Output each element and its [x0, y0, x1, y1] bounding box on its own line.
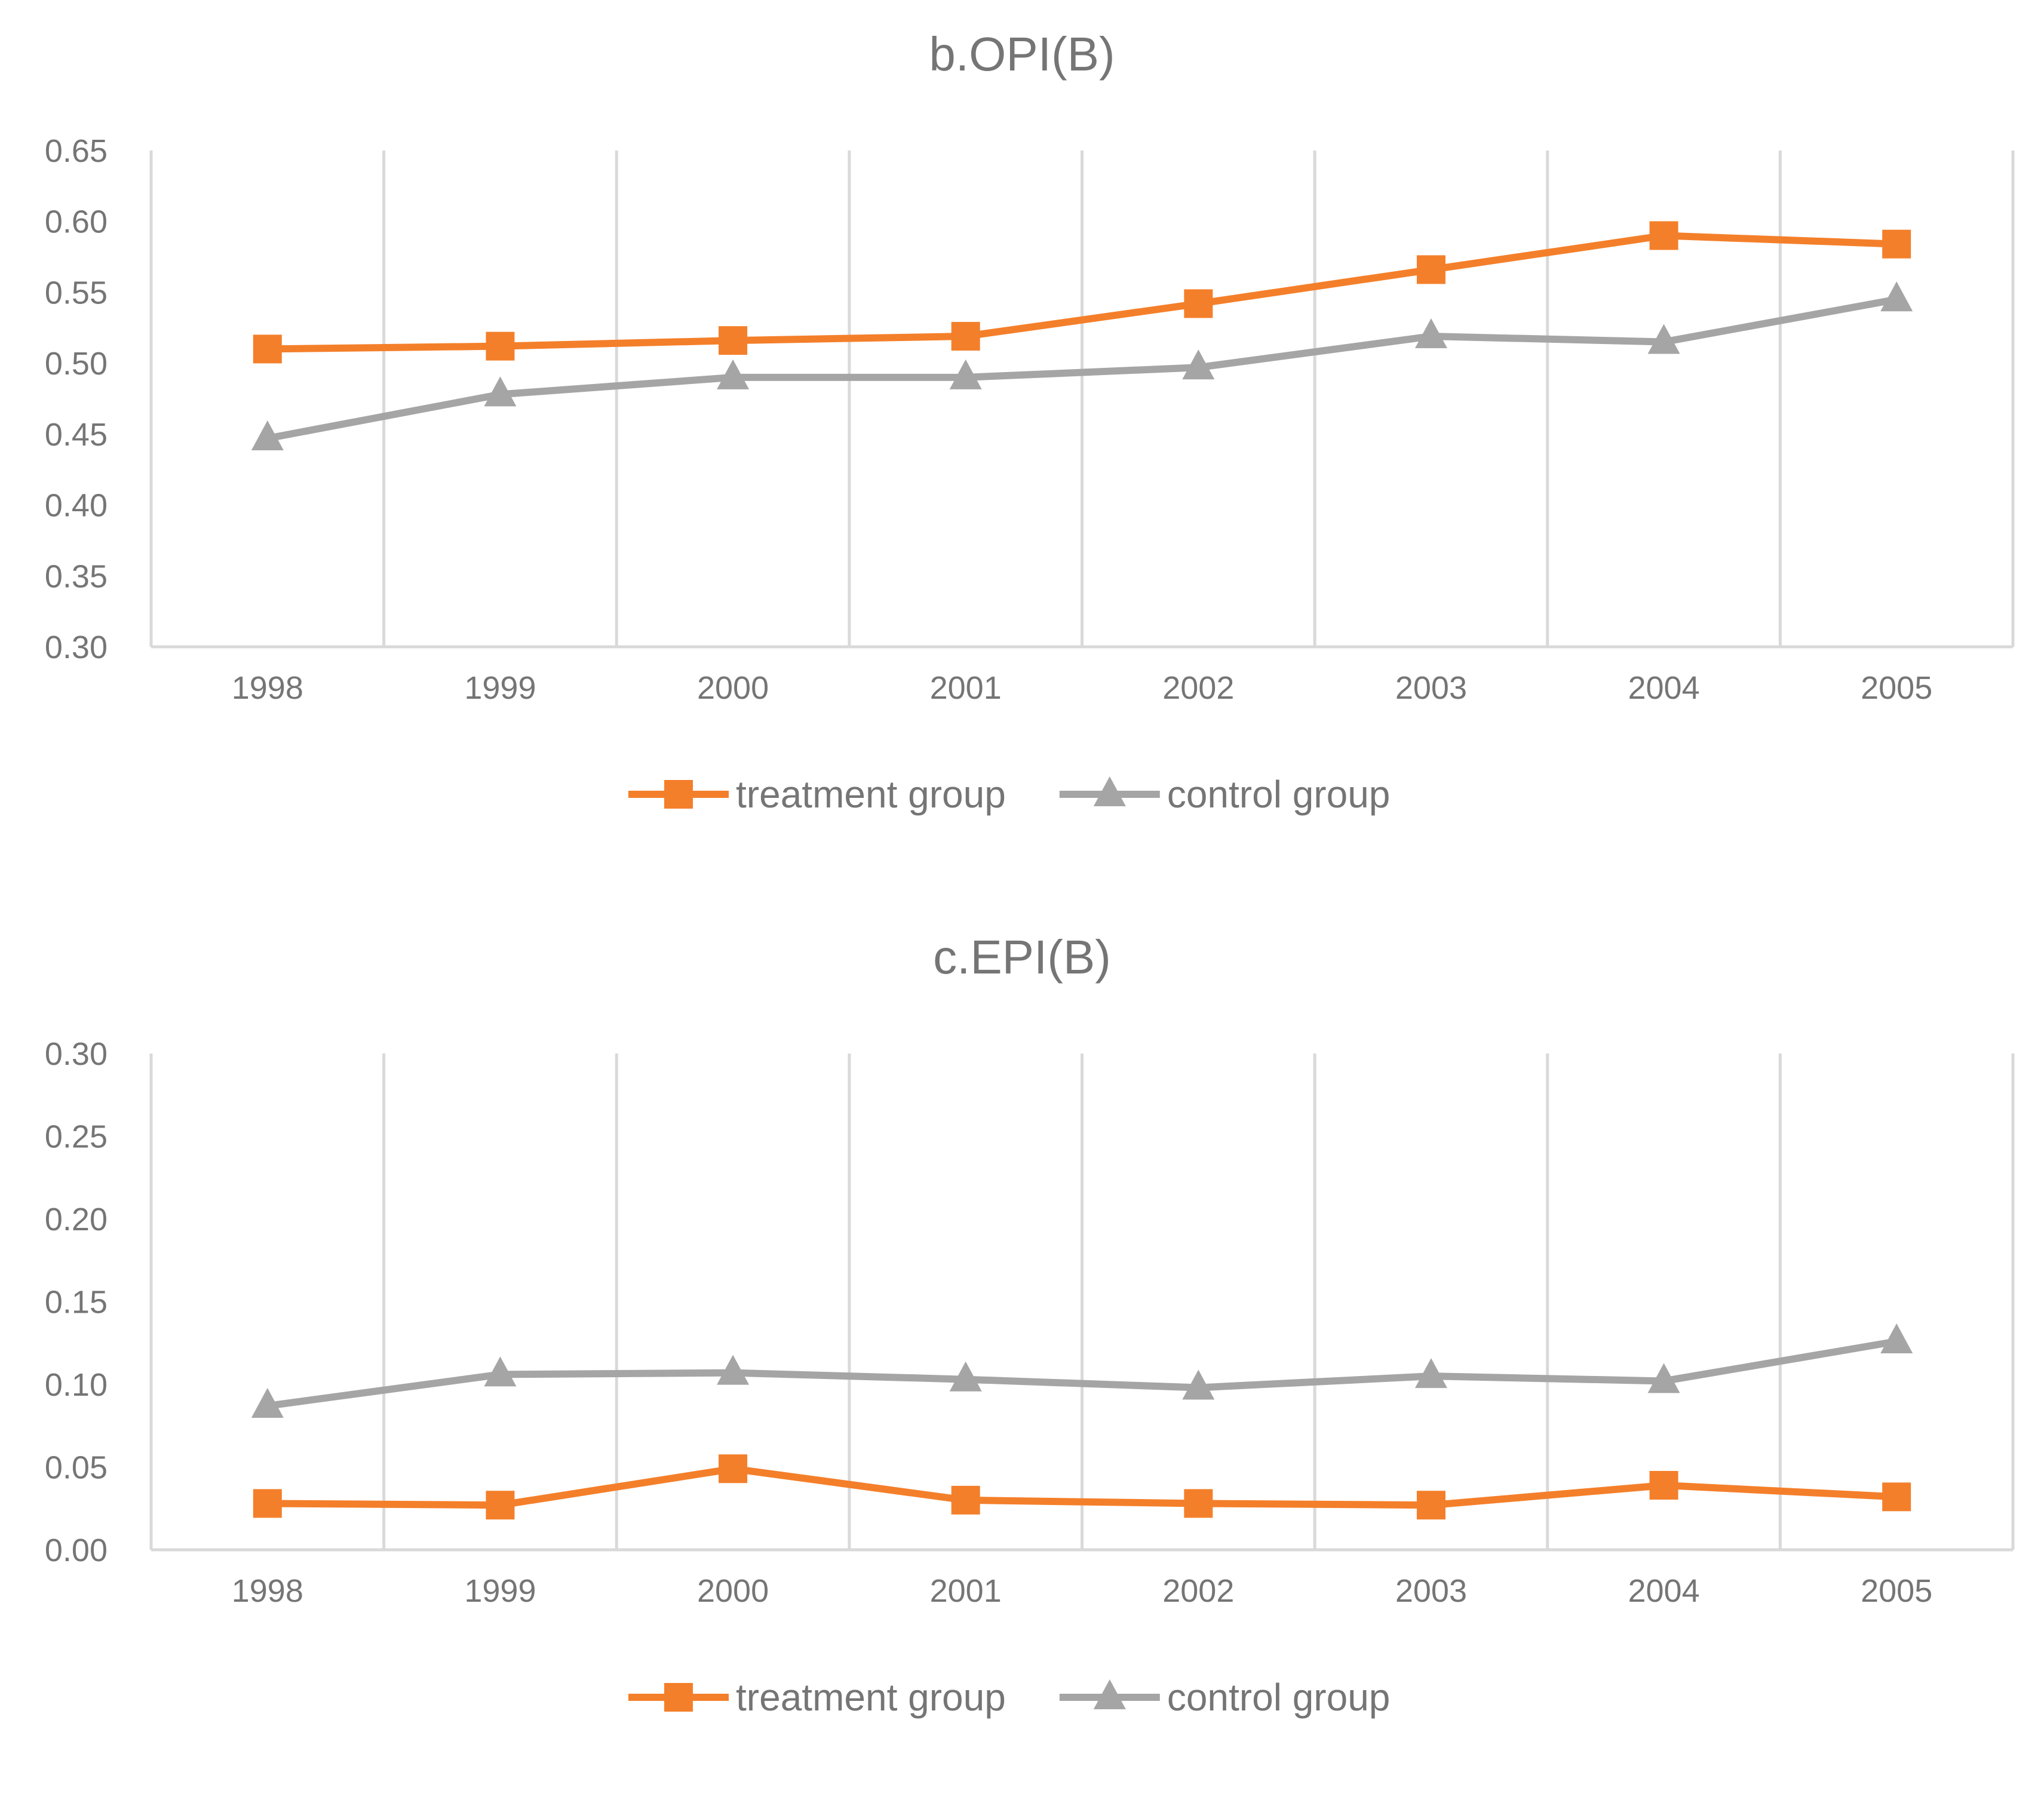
- chart1-x-tick-label: 2005: [1861, 670, 1932, 706]
- chart2-control-group-point: [484, 1356, 517, 1387]
- chart1-y-tick-label: 0.60: [45, 204, 108, 240]
- chart2-control-group-line: [263, 1337, 1901, 1410]
- chart2-x-tick-label: 2003: [1395, 1573, 1467, 1609]
- chart2-treatment-group-point: [1882, 1482, 1911, 1512]
- chart1-y-tick-label: 0.50: [45, 346, 108, 382]
- chart1-x-tick-label: 2004: [1628, 670, 1699, 706]
- chart2-y-tick-label: 0.00: [45, 1532, 108, 1568]
- chart2-x-tick-label: 2002: [1162, 1573, 1234, 1609]
- chart1-control-group-point: [717, 359, 750, 389]
- chart2-treatment-group-point: [1416, 1491, 1445, 1520]
- chart2-legend-treatment-group-label: treatment group: [736, 1676, 1006, 1719]
- chart2-x-tick-label: 2000: [697, 1573, 769, 1609]
- chart2-treatment-group-point: [1184, 1489, 1213, 1518]
- chart1-treatment-group-point: [951, 322, 980, 351]
- chart1-y-tick-label: 0.45: [45, 417, 108, 453]
- chart1-x-tick-label: 1998: [232, 670, 303, 706]
- chart1-x-tick-label: 2002: [1162, 670, 1234, 706]
- chart1-treatment-group-point: [486, 331, 515, 361]
- chart1-control-group-point: [1182, 349, 1215, 380]
- chart-epi-svg: c.EPI(B) 0.00 0.05 0.10 0.15 0.20 0.25 0.30 1998…: [45, 930, 2015, 1719]
- chart1-control-group-point: [1880, 281, 1913, 312]
- chart2-control-group-point: [1647, 1363, 1680, 1393]
- chart2-treatment-group-point: [719, 1454, 748, 1484]
- chart2-y-tick-label: 0.05: [45, 1450, 108, 1486]
- chart2-legend-treatment-group-marker: [664, 1683, 693, 1712]
- chart2-treatment-group-point: [486, 1491, 515, 1520]
- chart-opi-svg: b.OPI(B) 0.30 0.35 0.40 0.45 0.50 0.55 0.60 0.65…: [45, 27, 2015, 816]
- chart1-x-tick-label: 2003: [1395, 670, 1467, 706]
- chart1-treatment-group-point: [719, 326, 748, 355]
- chart1-x-tick-label: 1999: [464, 670, 536, 706]
- chart1-y-tick-label: 0.65: [45, 133, 108, 169]
- chart1-y-tick-label: 0.55: [45, 275, 108, 311]
- chart2-treatment-group-point: [951, 1485, 980, 1515]
- chart1-control-group-line: [263, 296, 1901, 442]
- chart2-x-tick-label: 2005: [1861, 1573, 1932, 1609]
- chart2-legend-control-group-label: control group: [1167, 1676, 1391, 1719]
- chart1-title: b.OPI(B): [929, 27, 1115, 81]
- chart1-x-tick-label: 2001: [930, 670, 1002, 706]
- chart1-legend-treatment-group-marker: [664, 780, 693, 809]
- chart2-control-group-point: [949, 1361, 982, 1392]
- chart1-treatment-group-line: [263, 232, 1901, 353]
- chart1-y-tick-label: 0.30: [45, 629, 108, 665]
- chart1-treatment-group-point: [1416, 255, 1445, 284]
- chart1-y-tick-label: 0.40: [45, 488, 108, 524]
- chart2-x-tick-label: 2004: [1628, 1573, 1699, 1609]
- chart1-legend-control-group-label: control group: [1167, 773, 1391, 816]
- chart2-control-group-point: [1414, 1358, 1447, 1389]
- chart1-control-group-point: [251, 420, 284, 450]
- chart2-treatment-group-line: [263, 1465, 1901, 1509]
- chart1-control-group-point: [1414, 318, 1447, 349]
- chart2-treatment-group-point: [253, 1489, 282, 1518]
- chart2-x-tick-label: 1999: [464, 1573, 536, 1609]
- chart2-control-group-point: [717, 1354, 750, 1385]
- chart1-control-group-point: [949, 359, 982, 389]
- chart1-treatment-group-point: [1882, 229, 1911, 259]
- chart2-legend-control-group-marker: [1093, 1679, 1126, 1709]
- chart2-y-tick-label: 0.10: [45, 1367, 108, 1403]
- chart2-control-group-point: [251, 1388, 284, 1418]
- chart2-title: c.EPI(B): [933, 930, 1111, 984]
- chart2-y-tick-label: 0.30: [45, 1036, 108, 1072]
- chart1-y-tick-label: 0.35: [45, 558, 108, 594]
- chart1-control-group-point: [1647, 324, 1680, 354]
- chart2-control-group-point: [1182, 1369, 1215, 1400]
- chart2-control-group-point: [1880, 1323, 1913, 1353]
- chart-opi: b.OPI(B) 0.30 0.35 0.40 0.45 0.50 0.55 0.60 0.65…: [45, 27, 2015, 816]
- chart2-x-tick-label: 1998: [232, 1573, 303, 1609]
- chart1-control-group-point: [484, 376, 517, 407]
- chart1-treatment-group-point: [1184, 289, 1213, 318]
- chart1-legend-treatment-group-label: treatment group: [736, 773, 1006, 816]
- chart2-treatment-group-point: [1649, 1470, 1678, 1500]
- chart2-y-tick-label: 0.25: [45, 1119, 108, 1155]
- chart1-treatment-group-point: [1649, 221, 1678, 250]
- chart2-y-tick-label: 0.20: [45, 1202, 108, 1237]
- chart1-treatment-group-point: [253, 334, 282, 364]
- chart1-x-tick-label: 2000: [697, 670, 769, 706]
- chart1-legend-control-group-marker: [1093, 776, 1126, 806]
- chart2-y-tick-label: 0.15: [45, 1285, 108, 1320]
- chart2-x-tick-label: 2001: [930, 1573, 1002, 1609]
- chart-epi: c.EPI(B) 0.00 0.05 0.10 0.15 0.20 0.25 0.30 1998…: [0, 903, 2044, 1806]
